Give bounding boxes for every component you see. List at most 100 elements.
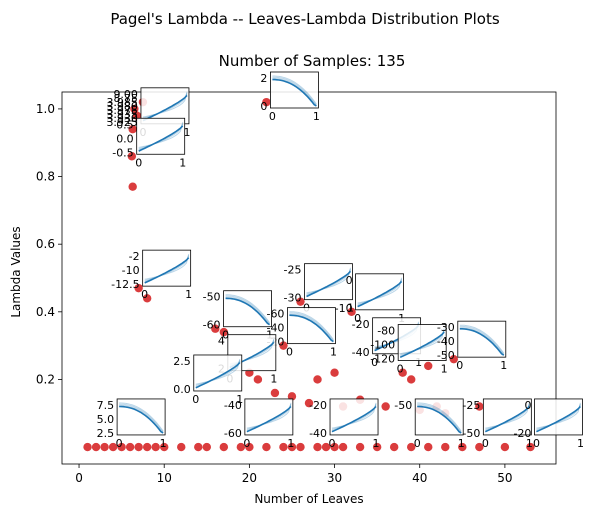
y-tick-label: 1.0 (36, 102, 55, 116)
inset-y-tick-label: -60 (224, 427, 242, 440)
inset-curve (357, 277, 403, 304)
scatter-point (338, 442, 348, 452)
scatter-point (372, 442, 382, 452)
inset-frame (414, 398, 464, 436)
scatter-point (526, 442, 535, 452)
inset-curve (331, 405, 377, 433)
plot-area: 0 10 20 30 40 500.20.40.60.81.0 (36, 91, 557, 485)
x-tick-label: 20 (242, 471, 257, 485)
scatter-point (330, 442, 339, 452)
inset-curve (272, 78, 317, 107)
scatter-point (236, 442, 246, 452)
scatter-point (177, 442, 186, 452)
scatter-point (287, 392, 297, 401)
inset-x-tick-label: 1 (441, 363, 448, 376)
inset-plot: 0-1001 (335, 273, 405, 325)
inset-plot: 2.5 0.00 1 (173, 354, 243, 406)
inset-y-tick-label: -50 (462, 427, 480, 440)
inset-plot: -25 -30 0 1 (284, 263, 354, 315)
scatter-point (458, 442, 467, 452)
scatter-point (279, 442, 288, 452)
inset-x-tick-label: 1 (179, 156, 186, 169)
inset-curve (357, 278, 403, 305)
scatter-point (449, 354, 458, 364)
inset-curve (119, 403, 164, 433)
inset-x-tick-label: 0 (141, 288, 148, 301)
scatter-point (128, 125, 137, 134)
scatter-point (330, 368, 339, 377)
inset-y-tick-label: 3.935 (106, 108, 138, 121)
inset-curve (272, 76, 317, 106)
inset-plot: -20 -400 1 (309, 398, 380, 450)
inset-curve (225, 296, 270, 326)
scatter-point (219, 327, 229, 337)
scatter-point (211, 324, 220, 333)
scatter-point (313, 375, 322, 384)
inset-y-tick-label: 2 (260, 72, 267, 85)
x-axis-label: Number of Leaves (254, 492, 363, 506)
inset-curve (417, 403, 462, 433)
scatter-point (91, 442, 101, 452)
scatter-point (108, 442, 118, 452)
inset-curve (142, 92, 188, 119)
inset-curve (399, 331, 445, 359)
inset-x-tick-label: 1 (287, 437, 294, 450)
inset-y-tick-label: -80 (377, 325, 395, 338)
inset-curve (306, 268, 351, 295)
scatter-point (296, 442, 305, 452)
scatter-point (407, 375, 416, 384)
inset-x-tick-label: 0 (135, 156, 142, 169)
inset-y-tick-label: -40 (224, 399, 242, 412)
inset-y-tick-label: -10 (335, 302, 353, 315)
x-tick-label: 30 (327, 471, 342, 485)
inset-x-tick-label: 1 (577, 437, 584, 450)
inset-x-tick-label: 0 (533, 437, 540, 450)
inset-y-tick-label: 3.925 (106, 116, 138, 129)
inset-x-tick-label: 1 (270, 373, 277, 386)
scatter-point (83, 442, 92, 452)
scatter-point (127, 152, 137, 161)
inset-x-tick-label: 1 (500, 359, 507, 372)
inset-curve (536, 402, 581, 429)
scatter-point (151, 442, 160, 452)
inset-curve (119, 405, 164, 434)
inset-y-tick-label: 0.0 (116, 132, 134, 145)
inset-x-tick-label: 1 (236, 393, 243, 406)
inset-curve (144, 253, 190, 280)
figure-suptitle: Pagel's Lambda -- Leaves-Lambda Distribu… (110, 10, 500, 28)
inset-x-tick-label: 1 (185, 288, 192, 301)
inset-x-tick-label: 0 (414, 437, 421, 450)
scatter-point (313, 442, 322, 452)
inset-plot: -50 0 1 (394, 398, 465, 450)
scatter-point (381, 402, 390, 411)
inset-y-tick-label: 0.5 (116, 118, 134, 131)
inset-curve (289, 312, 334, 342)
inset-curve (289, 313, 334, 342)
inset-x-tick-label: 0 (192, 393, 199, 406)
inset-plot: -25-500 1 (462, 398, 533, 450)
inset-x-tick-label: 0 (371, 356, 378, 369)
inset-frame (223, 290, 272, 328)
inset-curve (225, 294, 271, 323)
inset-y-tick-label: -20 (309, 399, 327, 412)
inset-plot: 4201 (218, 334, 277, 386)
inset-y-tick-label: -30 (284, 292, 302, 305)
chart-title: Number of Samples: 135 (219, 52, 406, 70)
inset-x-tick-label: 1 (415, 356, 422, 369)
inset-curve (417, 402, 462, 432)
inset-plot: -2-10-12.50 1 (111, 249, 192, 301)
inset-x-tick-label: 0 (329, 437, 336, 450)
inset-y-tick-label: 3.985 (106, 96, 138, 109)
inset-y-tick-label: -120 (370, 353, 395, 366)
inset-curve (459, 324, 505, 354)
inset-y-tick-label: 2.5 (97, 427, 115, 440)
scatter-point (424, 361, 433, 371)
inset-curve (272, 75, 317, 105)
inset-plot: 0.50.0-0.50 1 (112, 117, 186, 169)
x-tick-label: 0 (75, 471, 83, 485)
scatter-point (134, 442, 143, 452)
inset-x-tick-label: 1 (183, 126, 190, 139)
inset-x-tick-label: 0 (243, 437, 250, 450)
